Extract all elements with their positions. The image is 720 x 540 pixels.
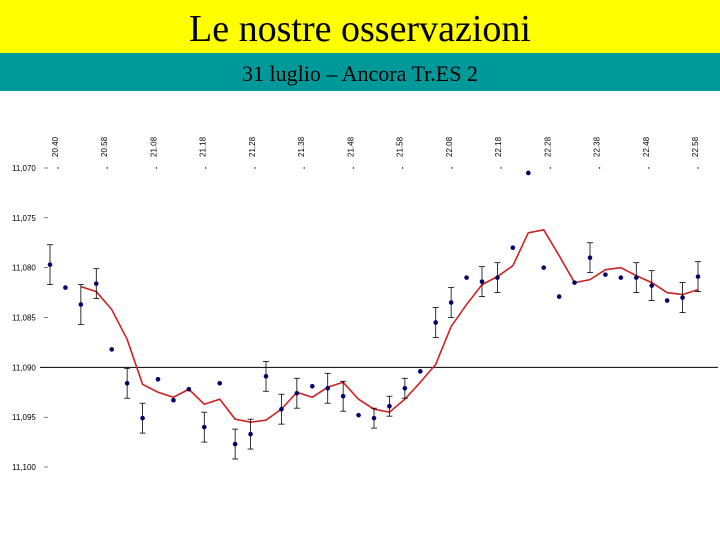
y-tick-label: 11,075	[12, 214, 36, 223]
x-tick-dot	[500, 167, 502, 169]
data-point	[171, 397, 176, 403]
data-point	[232, 441, 238, 447]
data-point	[124, 380, 130, 386]
x-tick-dot	[204, 167, 207, 169]
data-point	[63, 285, 68, 290]
x-tick-dot	[549, 167, 552, 169]
data-point	[633, 275, 639, 280]
x-tick-dot	[697, 167, 699, 169]
x-tick-dot	[352, 167, 355, 169]
data-point	[325, 385, 331, 391]
data-point	[340, 393, 346, 399]
x-tick-dot	[401, 167, 404, 169]
data-point	[356, 412, 361, 418]
data-point	[603, 272, 608, 277]
x-tick-dot	[598, 167, 601, 169]
y-tick-label: 11,095	[12, 413, 36, 422]
data-point	[479, 279, 485, 284]
x-tick-label: 21.58	[396, 136, 405, 157]
data-point	[217, 380, 223, 386]
y-tick-label: 11,085	[12, 314, 36, 323]
data-point	[186, 386, 192, 392]
x-tick-label: 22.58	[691, 136, 700, 157]
data-point	[47, 262, 53, 267]
data-point	[294, 390, 300, 396]
x-tick-dot	[303, 167, 305, 169]
x-tick-label: 21.08	[149, 136, 158, 157]
y-tick-label: 11,080	[12, 264, 36, 273]
x-tick-label: 20.40	[51, 136, 60, 157]
x-tick-label: 21.38	[297, 136, 306, 157]
data-point	[510, 245, 516, 251]
y-tick-label: 11,070	[12, 164, 36, 173]
data-point	[618, 275, 624, 280]
data-point	[263, 374, 269, 379]
y-tick-label: 11,090	[12, 363, 36, 372]
title: Le nostre osservazioni	[0, 0, 720, 53]
data-point	[541, 265, 547, 270]
data-point	[695, 274, 701, 279]
data-point	[201, 424, 207, 430]
data-point	[587, 255, 593, 260]
data-point	[525, 170, 531, 176]
data-point	[556, 294, 562, 299]
data-point	[309, 383, 315, 389]
subtitle: 31 luglio – Ancora Tr.ES 2	[0, 53, 720, 91]
y-tick-label: 11,100	[12, 463, 36, 472]
x-tick-dot	[155, 167, 158, 169]
data-point	[464, 275, 469, 280]
x-tick-label: 22.08	[445, 136, 454, 157]
data-point	[371, 415, 377, 421]
data-point	[140, 415, 145, 421]
data-point	[78, 302, 84, 307]
data-point	[495, 275, 500, 280]
x-tick-dot	[57, 167, 59, 169]
x-tick-dot	[648, 167, 650, 169]
x-tick-label: 22.28	[543, 136, 552, 157]
data-point	[433, 320, 439, 325]
x-tick-label: 22.48	[642, 136, 651, 157]
data-point	[664, 298, 670, 303]
x-tick-label: 21.18	[199, 136, 208, 157]
x-tick-label: 22.38	[593, 136, 602, 157]
data-point	[387, 403, 392, 409]
data-point	[680, 295, 685, 300]
data-point	[109, 347, 115, 352]
x-tick-label: 21.28	[248, 136, 257, 157]
x-tick-label: 22.18	[494, 136, 503, 157]
data-point	[93, 281, 99, 286]
data-point	[417, 369, 423, 374]
x-tick-dot	[106, 167, 108, 169]
data-point	[279, 406, 284, 412]
x-tick-dot	[254, 167, 256, 169]
data-point	[572, 280, 577, 285]
data-point	[155, 376, 161, 382]
data-point	[402, 385, 408, 391]
x-tick-label: 21.48	[346, 136, 355, 157]
data-point	[448, 300, 454, 305]
data-point	[649, 283, 655, 288]
x-tick-label: 20.58	[100, 136, 109, 157]
x-tick-dot	[451, 167, 453, 169]
fit-line	[80, 228, 699, 423]
data-point	[248, 431, 253, 437]
